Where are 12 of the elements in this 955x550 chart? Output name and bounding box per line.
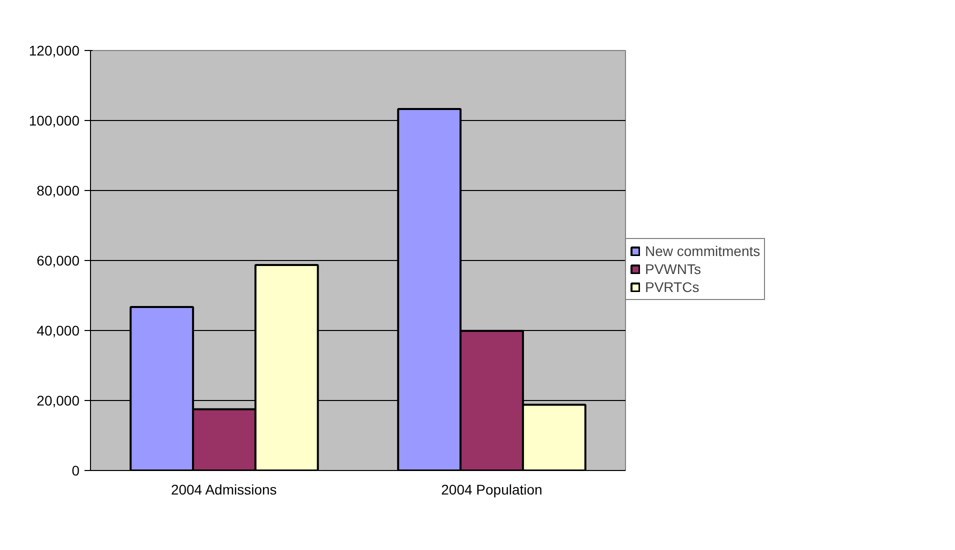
y-tick-label: 60,000 (36, 252, 80, 268)
legend-label: PVWNTs (645, 261, 701, 277)
y-tick-label: 120,000 (28, 42, 80, 58)
y-tick-label: 80,000 (36, 182, 80, 198)
x-tick-label: 2004 Population (441, 482, 542, 498)
y-tick-label: 0 (72, 462, 80, 478)
x-tick-label: 2004 Admissions (170, 482, 277, 498)
y-tick-label: 20,000 (36, 392, 80, 408)
y-tick-label: 40,000 (36, 322, 80, 338)
legend-label: New commitments (645, 243, 760, 259)
y-tick-label: 100,000 (28, 112, 80, 128)
legend-label: PVRTCs (645, 279, 700, 295)
